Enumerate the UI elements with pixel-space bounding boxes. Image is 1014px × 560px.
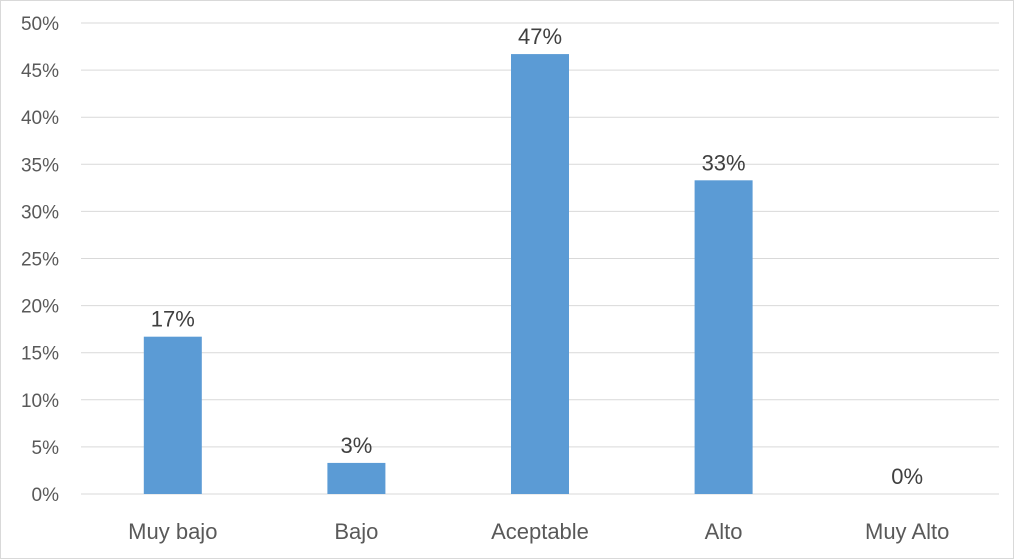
data-label: 3% bbox=[341, 433, 373, 458]
bar bbox=[511, 54, 569, 494]
x-category-label: Muy Alto bbox=[865, 519, 949, 544]
data-label: 33% bbox=[702, 150, 746, 175]
x-category-label: Alto bbox=[705, 519, 743, 544]
data-label: 47% bbox=[518, 24, 562, 49]
y-tick-label: 30% bbox=[21, 202, 59, 223]
y-tick-label: 10% bbox=[21, 391, 59, 412]
y-tick-label: 15% bbox=[21, 344, 59, 365]
data-label: 0% bbox=[891, 464, 923, 489]
y-tick-label: 40% bbox=[21, 108, 59, 129]
bar bbox=[327, 462, 386, 494]
y-tick-label: 20% bbox=[21, 297, 59, 318]
data-label: 17% bbox=[151, 307, 195, 332]
y-tick-label: 50% bbox=[21, 14, 59, 35]
y-tick-label: 35% bbox=[21, 155, 59, 176]
x-category-label: Aceptable bbox=[491, 519, 589, 544]
y-tick-label: 0% bbox=[32, 485, 60, 506]
x-category-label: Muy bajo bbox=[128, 519, 217, 544]
y-tick-label: 45% bbox=[21, 61, 59, 82]
x-category-label: Bajo bbox=[334, 519, 378, 544]
bar bbox=[694, 180, 753, 494]
bar bbox=[143, 336, 202, 494]
y-tick-label: 25% bbox=[21, 250, 59, 271]
y-tick-label: 5% bbox=[32, 438, 60, 459]
